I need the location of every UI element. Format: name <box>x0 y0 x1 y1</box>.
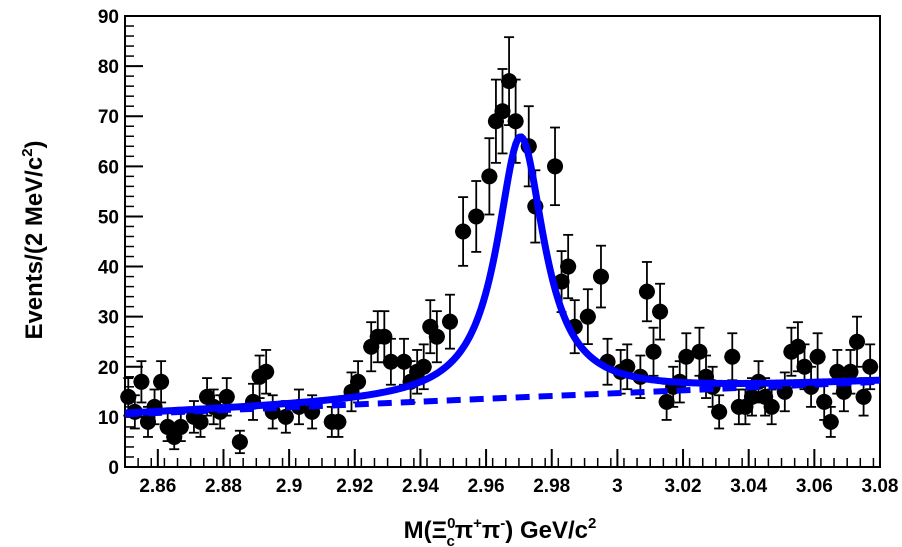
x-tick-label: 2.9 <box>276 476 302 497</box>
data-point <box>258 363 275 380</box>
x-tick-label: 2.96 <box>468 476 505 497</box>
plot-frame <box>124 15 881 468</box>
data-point <box>501 73 518 90</box>
data-point <box>277 408 294 425</box>
total-fit-curve <box>123 133 882 417</box>
x-tick-label: 2.88 <box>205 476 242 497</box>
data-point <box>789 338 806 355</box>
data-point <box>855 388 872 405</box>
data-point <box>547 158 564 175</box>
data-point <box>481 168 498 185</box>
y-tick-label: 90 <box>98 7 119 28</box>
x-tick-label: 3.02 <box>665 476 702 497</box>
fit-curves <box>123 133 882 418</box>
y-axis-title: Events/(2 MeV/c2) <box>19 140 48 339</box>
data-point <box>645 343 662 360</box>
data-point <box>330 413 347 430</box>
data-point <box>428 328 445 345</box>
data-point <box>862 358 879 375</box>
data-point <box>139 413 156 430</box>
x-tick-label: 3 <box>612 476 623 497</box>
data-point <box>560 258 577 275</box>
data-point <box>763 398 780 415</box>
y-tick-label: 10 <box>98 408 119 429</box>
x-axis-title: M(Ξ0 cπ+π-) GeV/c2 <box>404 515 597 547</box>
data-point <box>172 418 189 435</box>
data-point <box>638 283 655 300</box>
tick-labels: 0 10 20 30 40 50 60 70 80 90 2.86 2.88 2.9 2.92 2.94 2.… <box>98 7 899 497</box>
data-point <box>494 103 511 120</box>
x-tick-label: 2.86 <box>139 476 176 497</box>
y-tick-label: 20 <box>98 358 119 379</box>
y-tick-label: 30 <box>98 308 119 329</box>
plot-area-border <box>124 15 881 468</box>
y-tick-label: 70 <box>98 107 119 128</box>
data-point <box>796 358 813 375</box>
data-point <box>415 358 432 375</box>
data-point <box>192 413 209 430</box>
data-point <box>678 348 695 365</box>
data-point <box>691 343 708 360</box>
axis-ticks <box>124 15 881 468</box>
data-point <box>579 308 596 325</box>
data-point <box>658 393 675 410</box>
data-point <box>816 393 833 410</box>
data-point <box>809 348 826 365</box>
data-point <box>133 373 150 390</box>
data-point <box>376 328 393 345</box>
data-point <box>592 268 609 285</box>
x-tick-label: 3.08 <box>862 476 899 497</box>
y-tick-label: 40 <box>98 258 119 279</box>
data-point <box>849 333 866 350</box>
data-point <box>507 113 524 130</box>
data-point <box>468 208 485 225</box>
y-tick-label: 0 <box>108 458 119 479</box>
x-tick-label: 3.06 <box>796 476 833 497</box>
data-points <box>120 73 879 450</box>
data-point <box>350 373 367 390</box>
data-point <box>743 388 760 405</box>
data-point <box>842 363 859 380</box>
data-point <box>218 388 235 405</box>
data-point <box>455 223 472 240</box>
data-point <box>231 433 248 450</box>
y-tick-label: 60 <box>98 157 119 178</box>
y-tick-label: 50 <box>98 207 119 228</box>
data-point <box>153 373 170 390</box>
data-point <box>711 403 728 420</box>
data-point <box>829 363 846 380</box>
data-point <box>120 388 137 405</box>
y-tick-label: 80 <box>98 57 119 78</box>
x-tick-label: 3.04 <box>730 476 767 497</box>
data-point <box>396 353 413 370</box>
x-tick-label: 2.92 <box>336 476 373 497</box>
x-tick-label: 2.94 <box>402 476 439 497</box>
data-point <box>835 383 852 400</box>
data-point <box>382 353 399 370</box>
data-point <box>441 313 458 330</box>
data-point <box>652 303 669 320</box>
data-point <box>724 348 741 365</box>
data-point <box>822 413 839 430</box>
x-tick-label: 2.98 <box>533 476 570 497</box>
